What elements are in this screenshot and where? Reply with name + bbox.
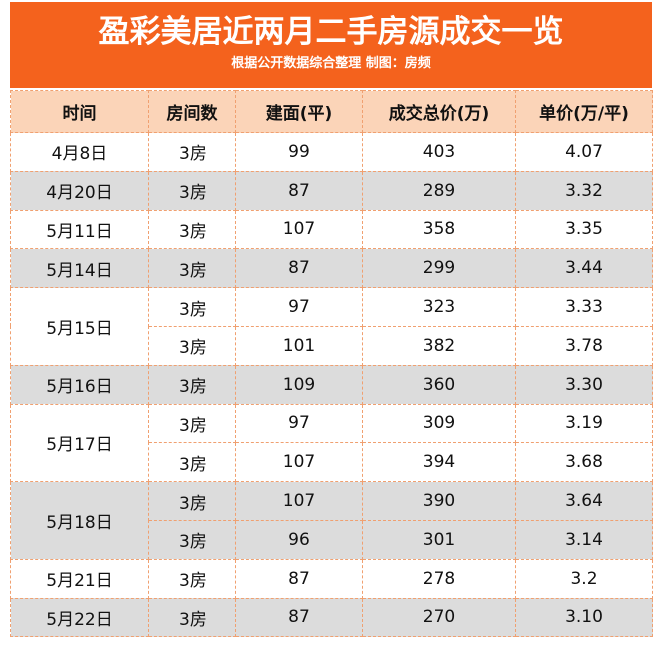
total-price-cell: 323 [362, 287, 516, 327]
table-row: 5月17日 3房 97 309 3.19 [10, 403, 653, 483]
total-price-cell: 270 [362, 597, 516, 638]
deal-table: 时间 房间数 建面(平) 成交总价(万) 单价(万/平) 4月8日 3房 99 403 4.07… [10, 90, 653, 638]
rooms-cell: 3房 [148, 170, 236, 211]
total-price-cell: 390 [362, 481, 516, 521]
table-row: 5月21日 3房 87 278 3.2 [10, 558, 653, 599]
rooms-cell: 3房 [148, 248, 236, 289]
rooms-cell: 3房 [148, 287, 236, 327]
area-cell: 87 [235, 248, 363, 289]
unit-price-cell: 3.2 [515, 558, 653, 599]
unit-price-cell: 3.19 [515, 403, 653, 444]
column-header: 成交总价(万) [362, 90, 516, 133]
table-row: 3房 96 301 3.14 [11, 519, 653, 560]
rooms-cell: 3房 [148, 481, 236, 521]
unit-price-cell: 3.68 [515, 442, 653, 483]
table-row: 3房 101 382 3.78 [11, 325, 653, 366]
table-row: 4月20日 3房 87 289 3.32 [10, 170, 653, 211]
total-price-cell: 394 [362, 442, 516, 483]
banner: 盈彩美居近两月二手房源成交一览 根据公开数据综合整理 制图：房频 [10, 2, 652, 88]
table-row: 5月15日 3房 97 323 3.33 [10, 287, 653, 366]
area-cell: 107 [235, 481, 363, 521]
unit-price-cell: 3.14 [515, 519, 653, 560]
date-cell: 5月17日 [10, 403, 149, 483]
total-price-cell: 382 [362, 325, 516, 366]
rooms-cell: 3房 [148, 209, 236, 250]
area-cell: 87 [235, 597, 363, 638]
unit-price-cell: 4.07 [515, 132, 653, 172]
column-header: 建面(平) [235, 90, 363, 133]
total-price-cell: 403 [362, 132, 516, 172]
subtitle: 根据公开数据综合整理 制图：房频 [231, 56, 431, 71]
rooms-cell: 3房 [148, 325, 236, 366]
table-row: 5月22日 3房 87 270 3.10 [10, 597, 653, 638]
column-header: 房间数 [148, 90, 236, 133]
date-cell: 4月20日 [10, 170, 149, 211]
rooms-cell: 3房 [148, 519, 236, 560]
unit-price-cell: 3.32 [515, 170, 653, 211]
date-cell: 5月21日 [10, 558, 149, 599]
table-body: 4月8日 3房 99 403 4.07 4月20日 3房 87 289 3.32 5月11日 3房 10… [10, 132, 653, 638]
total-price-cell: 309 [362, 403, 516, 444]
table-row: 5月16日 3房 109 360 3.30 [10, 364, 653, 405]
date-cell: 5月16日 [10, 364, 149, 405]
unit-price-cell: 3.30 [515, 364, 653, 405]
rooms-cell: 3房 [148, 597, 236, 638]
total-price-cell: 278 [362, 558, 516, 599]
table-row: 3房 107 394 3.68 [11, 442, 653, 483]
unit-price-cell: 3.35 [515, 209, 653, 250]
column-header: 时间 [10, 90, 149, 133]
table-row: 5月14日 3房 87 299 3.44 [10, 248, 653, 289]
total-price-cell: 289 [362, 170, 516, 211]
date-cell: 5月22日 [10, 597, 149, 638]
area-cell: 99 [235, 132, 363, 172]
header-row: 时间 房间数 建面(平) 成交总价(万) 单价(万/平) [10, 90, 653, 133]
unit-price-cell: 3.78 [515, 325, 653, 366]
area-cell: 97 [235, 287, 363, 327]
area-cell: 87 [235, 170, 363, 211]
total-price-cell: 299 [362, 248, 516, 289]
area-cell: 107 [235, 442, 363, 483]
rooms-cell: 3房 [148, 558, 236, 599]
area-cell: 87 [235, 558, 363, 599]
area-cell: 107 [235, 209, 363, 250]
rooms-cell: 3房 [148, 364, 236, 405]
date-cell: 4月8日 [10, 132, 149, 172]
table-row: 5月18日 3房 107 390 3.64 [10, 481, 653, 560]
area-cell: 97 [235, 403, 363, 444]
area-cell: 101 [235, 325, 363, 366]
unit-price-cell: 3.33 [515, 287, 653, 327]
table-row: 4月8日 3房 99 403 4.07 [10, 132, 653, 172]
total-price-cell: 301 [362, 519, 516, 560]
rooms-cell: 3房 [148, 403, 236, 444]
area-cell: 109 [235, 364, 363, 405]
date-cell: 5月11日 [10, 209, 149, 250]
total-price-cell: 360 [362, 364, 516, 405]
rooms-cell: 3房 [148, 442, 236, 483]
title: 盈彩美居近两月二手房源成交一览 [98, 14, 564, 50]
date-cell: 5月15日 [10, 287, 149, 366]
total-price-cell: 358 [362, 209, 516, 250]
unit-price-cell: 3.10 [515, 597, 653, 638]
column-header: 单价(万/平) [515, 90, 653, 133]
unit-price-cell: 3.64 [515, 481, 653, 521]
date-cell: 5月14日 [10, 248, 149, 289]
table-row: 5月11日 3房 107 358 3.35 [10, 209, 653, 250]
unit-price-cell: 3.44 [515, 248, 653, 289]
date-cell: 5月18日 [10, 481, 149, 560]
area-cell: 96 [235, 519, 363, 560]
rooms-cell: 3房 [148, 132, 236, 172]
